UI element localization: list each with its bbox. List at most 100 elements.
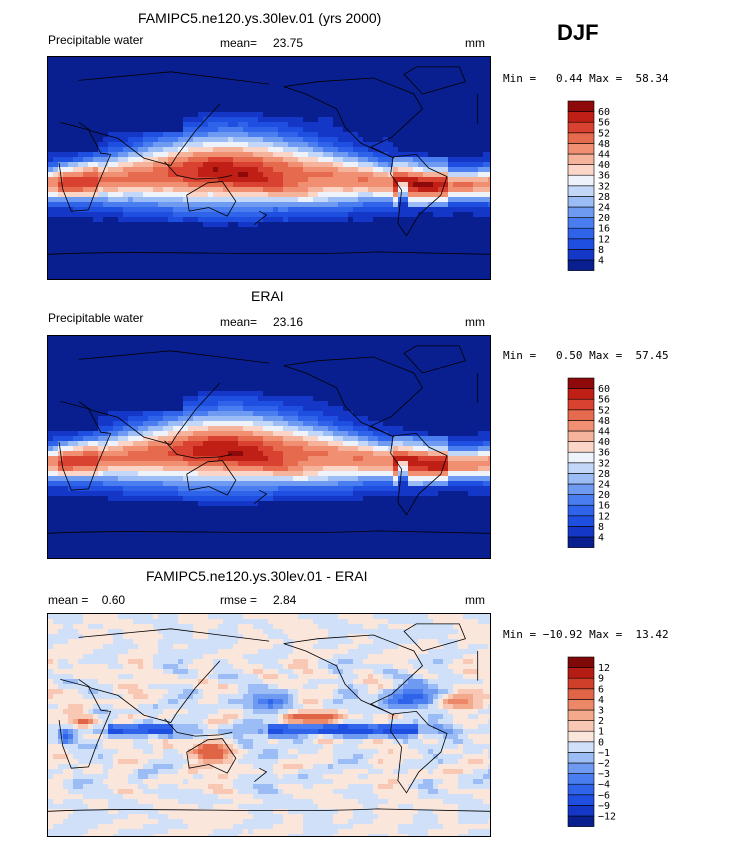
field-cell — [198, 267, 204, 273]
field-cell — [128, 72, 134, 78]
field-cell — [383, 381, 389, 387]
field-cell — [193, 361, 199, 367]
field-cell — [483, 376, 489, 382]
field-cell — [298, 341, 304, 347]
field-cell — [428, 361, 434, 367]
field-cell — [58, 157, 64, 163]
field-cell — [168, 217, 174, 223]
field-cell — [338, 147, 344, 153]
field-cell — [408, 67, 414, 73]
field-cell — [283, 67, 289, 73]
field-cell — [423, 356, 429, 362]
field-cell — [173, 157, 179, 163]
field-cell — [363, 197, 369, 203]
field-cell — [303, 182, 309, 188]
field-cell — [78, 237, 84, 243]
field-cell — [213, 227, 219, 233]
field-cell — [203, 247, 209, 253]
field-cell — [333, 222, 339, 228]
field-cell — [208, 371, 214, 377]
field-cell — [88, 147, 94, 153]
field-cell — [343, 351, 349, 357]
field-cell — [238, 361, 244, 367]
field-cell — [438, 117, 444, 123]
field-cell — [193, 366, 199, 372]
field-cell — [253, 97, 259, 103]
field-cell — [353, 197, 359, 203]
field-cell — [248, 102, 254, 108]
field-cell — [373, 197, 379, 203]
field-cell — [448, 187, 454, 193]
field-cell — [168, 262, 174, 268]
field-cell — [268, 62, 274, 68]
field-cell — [408, 242, 414, 248]
field-cell — [163, 182, 169, 188]
field-cell — [163, 257, 169, 263]
field-cell — [373, 167, 379, 173]
field-cell — [458, 212, 464, 218]
field-cell — [408, 351, 414, 357]
field-cell — [468, 341, 474, 347]
field-cell — [413, 62, 419, 68]
field-cell — [318, 182, 324, 188]
field-cell — [88, 381, 94, 387]
field-cell — [328, 122, 334, 128]
field-cell — [178, 182, 184, 188]
field-cell — [283, 361, 289, 367]
field-cell — [463, 247, 469, 253]
field-cell — [78, 192, 84, 198]
field-cell — [113, 162, 119, 168]
field-cell — [263, 182, 269, 188]
field-cell — [413, 376, 419, 382]
field-cell — [338, 82, 344, 88]
field-cell — [248, 182, 254, 188]
field-cell — [328, 341, 334, 347]
field-cell — [393, 192, 399, 198]
field-cell — [223, 137, 229, 143]
field-cell — [283, 72, 289, 78]
field-cell — [423, 341, 429, 347]
field-cell — [158, 376, 164, 382]
field-cell — [318, 356, 324, 362]
field-cell — [473, 277, 479, 279]
field-cell — [313, 346, 319, 352]
field-cell — [223, 77, 229, 83]
field-cell — [338, 351, 344, 357]
field-cell — [73, 272, 79, 278]
field-cell — [83, 157, 89, 163]
field-cell — [233, 127, 239, 133]
field-cell — [358, 267, 364, 273]
field-cell — [78, 157, 84, 163]
field-cell — [428, 232, 434, 238]
field-cell — [468, 247, 474, 253]
field-cell — [413, 82, 419, 88]
field-cell — [373, 247, 379, 253]
field-cell — [178, 77, 184, 83]
field-cell — [228, 197, 234, 203]
field-cell — [488, 227, 490, 233]
field-cell — [83, 192, 89, 198]
field-cell — [293, 197, 299, 203]
field-cell — [328, 351, 334, 357]
field-cell — [488, 122, 490, 128]
field-cell — [193, 202, 199, 208]
field-cell — [343, 147, 349, 153]
field-cell — [253, 57, 259, 63]
field-cell — [138, 336, 144, 342]
field-cell — [353, 112, 359, 118]
field-cell — [353, 117, 359, 123]
field-cell — [228, 122, 234, 128]
field-cell — [413, 192, 419, 198]
field-cell — [463, 57, 469, 63]
field-cell — [208, 152, 214, 158]
field-cell — [258, 117, 264, 123]
field-cell — [313, 227, 319, 233]
field-cell — [83, 197, 89, 203]
field-cell — [113, 127, 119, 133]
field-cell — [318, 117, 324, 123]
field-cell — [93, 361, 99, 367]
field-cell — [228, 212, 234, 218]
field-cell — [303, 356, 309, 362]
field-cell — [468, 371, 474, 377]
field-cell — [83, 202, 89, 208]
